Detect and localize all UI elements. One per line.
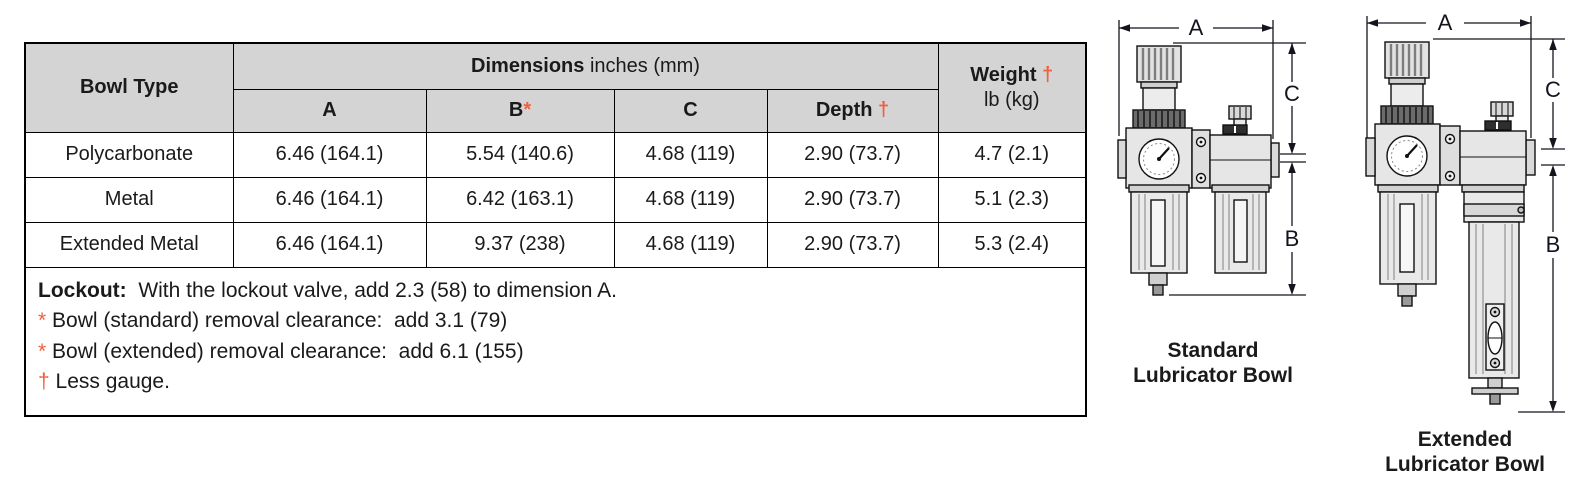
lubricator-unit — [1459, 101, 1527, 186]
b-label: B — [508, 99, 524, 121]
filter-bowl-ring — [1377, 184, 1439, 193]
extended-lubricator-drawing: A C B — [1365, 10, 1565, 413]
lubricator-bowl-ring — [1461, 184, 1525, 193]
pressure-gauge — [1386, 135, 1428, 177]
note-extended-clearance: * Bowl (extended) removal clearance: add… — [38, 337, 1075, 368]
col-header-weight: Weight † lb (kg) — [937, 42, 1087, 133]
dim-label-c: C — [1545, 77, 1561, 102]
lubricator-unit — [1209, 105, 1272, 189]
note-standard-clearance: * Bowl (standard) removal clearance: add… — [38, 306, 1075, 337]
pressure-gauge — [1138, 138, 1180, 180]
cell-depth: 2.90 (73.7) — [766, 131, 939, 178]
dimension-arrowheads — [1367, 19, 1557, 412]
asterisk-mark: * — [38, 339, 47, 363]
cell-dim-a: 6.46 (164.1) — [232, 131, 427, 178]
dim-label-b: B — [1546, 232, 1561, 257]
depth-label: Depth — [815, 99, 873, 121]
cell-dim-b: 6.42 (163.1) — [425, 176, 615, 223]
cell-weight: 5.3 (2.4) — [937, 221, 1087, 268]
weight-title-line: Weight † — [943, 64, 1082, 87]
frl-assembly — [1117, 45, 1280, 296]
cell-depth: 2.90 (73.7) — [766, 221, 939, 268]
cell-bowl-type: Metal — [24, 176, 234, 223]
regulator-collar — [1380, 105, 1434, 125]
col-header-b: B* — [425, 88, 615, 133]
filter-bowl — [1130, 191, 1188, 296]
dim-label-a: A — [1189, 15, 1204, 40]
note-less-gauge-text: Less gauge. — [49, 370, 170, 393]
connector-block — [1439, 125, 1461, 186]
dim-label-a: A — [1438, 10, 1453, 35]
cell-dim-a: 6.46 (164.1) — [232, 221, 427, 268]
col-header-a: A — [232, 88, 427, 133]
dimension-lines — [1366, 16, 1565, 413]
cell-dim-b: 5.54 (140.6) — [425, 131, 615, 178]
depth-dagger-mark: † — [872, 99, 890, 121]
b-asterisk-mark: * — [523, 99, 532, 121]
standard-figure-caption: Standard Lubricator Bowl — [1093, 338, 1333, 388]
connector-block — [1191, 129, 1211, 189]
lubricator-bowl — [1214, 191, 1267, 274]
frl-assembly — [1365, 41, 1536, 405]
cell-bowl-type: Extended Metal — [24, 221, 234, 268]
table-row-metal: Metal 6.46 (164.1) 6.42 (163.1) 4.68 (11… — [24, 176, 1087, 223]
col-header-dimensions: Dimensions inches (mm) — [232, 42, 939, 90]
note-extended-clearance-text: Bowl (extended) removal clearance: add 6… — [46, 339, 524, 363]
cell-dim-c: 4.68 (119) — [613, 221, 768, 268]
caption-line-2: Lubricator Bowl — [1133, 364, 1293, 387]
caption-line-2: Lubricator Bowl — [1385, 453, 1545, 476]
table-row-extended-metal: Extended Metal 6.46 (164.1) 9.37 (238) 4… — [24, 221, 1087, 268]
cell-depth: 2.90 (73.7) — [766, 176, 939, 223]
weight-dagger-mark: † — [1036, 63, 1054, 86]
cell-weight: 4.7 (2.1) — [937, 131, 1087, 178]
cell-bowl-type: Polycarbonate — [24, 131, 234, 178]
drain-fitting — [1471, 377, 1519, 405]
col-header-depth: Depth † — [766, 88, 939, 133]
standard-lubricator-drawing: A C B — [1117, 15, 1306, 296]
weight-title: Weight — [970, 63, 1037, 86]
extended-lubricator-bowl — [1463, 191, 1525, 405]
note-standard-clearance-text: Bowl (standard) removal clearance: add 3… — [46, 309, 508, 332]
sight-glass — [1485, 303, 1505, 371]
footnotes-cell: Lockout: With the lockout valve, add 2.3… — [24, 266, 1087, 417]
cell-weight: 5.1 (2.3) — [937, 176, 1087, 223]
left-port-flange — [1117, 139, 1127, 179]
regulator-knob — [1384, 41, 1430, 107]
caption-line-1: Extended — [1417, 428, 1513, 451]
cell-dim-b: 9.37 (238) — [425, 221, 615, 268]
note-lockout-text: With the lockout valve, add 2.3 (58) to … — [126, 278, 617, 302]
table-row-polycarbonate: Polycarbonate 6.46 (164.1) 5.54 (140.6) … — [24, 131, 1087, 178]
cell-dim-c: 4.68 (119) — [613, 131, 768, 178]
right-port-flange — [1525, 139, 1536, 176]
col-header-bowl-type: Bowl Type — [24, 42, 234, 133]
dimensions-table: Bowl Type Dimensions inches (mm) Weight … — [24, 42, 1087, 417]
dimensions-title: Dimensions — [471, 54, 585, 77]
dagger-mark: † — [38, 370, 50, 393]
note-lockout-label: Lockout: — [38, 278, 127, 302]
weight-units: lb (kg) — [983, 88, 1040, 111]
table-notes-row: Lockout: With the lockout valve, add 2.3… — [24, 266, 1087, 417]
dimensions-units: inches (mm) — [584, 54, 700, 77]
cell-dim-c: 4.68 (119) — [613, 176, 768, 223]
col-header-c: C — [613, 88, 768, 133]
asterisk-mark: * — [38, 309, 47, 332]
extended-figure-caption: Extended Lubricator Bowl — [1352, 427, 1578, 477]
filter-bowl-ring — [1128, 184, 1190, 193]
caption-line-1: Standard — [1167, 339, 1259, 362]
right-port-flange — [1270, 142, 1280, 178]
filter-bowl — [1379, 191, 1437, 307]
cell-dim-a: 6.46 (164.1) — [232, 176, 427, 223]
regulator-knob — [1136, 45, 1182, 111]
dimension-arrowheads — [1119, 24, 1296, 295]
dim-label-b: B — [1285, 226, 1300, 251]
dim-label-c: C — [1284, 81, 1300, 106]
note-less-gauge: † Less gauge. — [38, 367, 1075, 398]
note-lockout: Lockout: With the lockout valve, add 2.3… — [38, 276, 1075, 307]
regulator-collar — [1132, 109, 1186, 129]
left-port-flange — [1365, 137, 1376, 177]
lubricator-bowl-ring — [1211, 184, 1270, 193]
